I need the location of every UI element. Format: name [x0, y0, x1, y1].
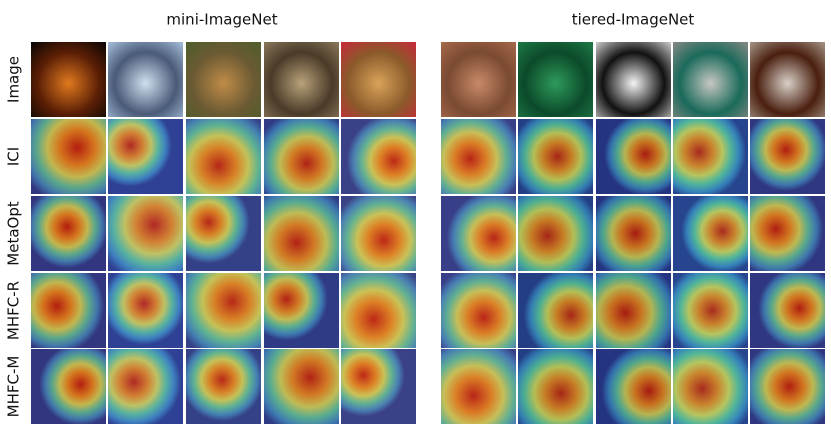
heatmap-cell [264, 349, 339, 424]
heatmap-cell [264, 119, 339, 194]
row-label: MHFC-M [5, 356, 23, 418]
heatmap-cell [518, 273, 593, 348]
heatmap-overlay [264, 349, 339, 424]
row-label: MHFC-R [5, 281, 23, 340]
heatmap-cell [186, 273, 261, 348]
heatmap-overlay [750, 119, 825, 194]
heatmap-cell [518, 349, 593, 424]
heatmap-cell [31, 196, 106, 271]
heatmap-overlay [750, 349, 825, 424]
heatmap-overlay [673, 119, 748, 194]
heatmap-overlay [441, 273, 516, 348]
heatmap-overlay [750, 196, 825, 271]
heatmap-cell [673, 196, 748, 271]
heatmap-overlay [518, 119, 593, 194]
heatmap-overlay [673, 349, 748, 424]
image-cell [31, 42, 106, 117]
heatmap-overlay [31, 196, 106, 271]
heatmap-overlay [31, 273, 106, 348]
heatmap-cell [108, 273, 183, 348]
row-label: ICI [5, 147, 23, 166]
heatmap-cell [341, 196, 416, 271]
heatmap-cell [31, 119, 106, 194]
heatmap-overlay [264, 119, 339, 194]
heatmap-cell [264, 273, 339, 348]
heatmap-cell [186, 196, 261, 271]
heatmap-overlay [596, 349, 671, 424]
heatmap-overlay [31, 119, 106, 194]
image-cell [750, 42, 825, 117]
heatmap-cell [596, 119, 671, 194]
heatmap-overlay [441, 349, 516, 424]
heatmap-cell [31, 349, 106, 424]
heatmap-cell [441, 349, 516, 424]
heatmap-overlay [441, 196, 516, 271]
image-cell [441, 42, 516, 117]
heatmap-overlay [673, 273, 748, 348]
image-cell [264, 42, 339, 117]
heatmap-overlay [186, 273, 261, 348]
heatmap-cell [108, 349, 183, 424]
heatmap-cell [596, 196, 671, 271]
heatmap-cell [341, 119, 416, 194]
heatmap-cell [108, 119, 183, 194]
heatmap-overlay [186, 196, 261, 271]
heatmap-cell [750, 273, 825, 348]
image-cell [518, 42, 593, 117]
heatmap-cell [31, 273, 106, 348]
heatmap-overlay [341, 196, 416, 271]
heatmap-overlay [264, 273, 339, 348]
row-label: MetaOpt [5, 201, 23, 266]
heatmap-overlay [108, 119, 183, 194]
heatmap-cell [341, 273, 416, 348]
heatmap-overlay [341, 349, 416, 424]
heatmap-overlay [31, 349, 106, 424]
heatmap-overlay [264, 196, 339, 271]
heatmap-cell [441, 273, 516, 348]
heatmap-overlay [108, 196, 183, 271]
heatmap-overlay [518, 196, 593, 271]
heatmap-cell [341, 349, 416, 424]
heatmap-cell [186, 119, 261, 194]
heatmap-overlay [596, 196, 671, 271]
heatmap-cell [441, 196, 516, 271]
group-title: tiered-ImageNet [572, 11, 695, 29]
heatmap-cell [750, 119, 825, 194]
image-cell [108, 42, 183, 117]
image-cell [673, 42, 748, 117]
heatmap-overlay [518, 273, 593, 348]
heatmap-cell [750, 196, 825, 271]
heatmap-cell [673, 273, 748, 348]
heatmap-cell [673, 119, 748, 194]
heatmap-overlay [441, 119, 516, 194]
heatmap-overlay [750, 273, 825, 348]
heatmap-cell [186, 349, 261, 424]
heatmap-cell [596, 273, 671, 348]
heatmap-overlay [108, 273, 183, 348]
heatmap-overlay [341, 273, 416, 348]
heatmap-overlay [341, 119, 416, 194]
group-title: mini-ImageNet [166, 11, 277, 29]
heatmap-overlay [596, 273, 671, 348]
heatmap-overlay [186, 119, 261, 194]
image-cell [341, 42, 416, 117]
heatmap-overlay [518, 349, 593, 424]
heatmap-overlay [596, 119, 671, 194]
image-cell [186, 42, 261, 117]
heatmap-cell [750, 349, 825, 424]
heatmap-overlay [108, 349, 183, 424]
heatmap-cell [596, 349, 671, 424]
heatmap-cell [441, 119, 516, 194]
heatmap-cell [673, 349, 748, 424]
heatmap-cell [518, 196, 593, 271]
heatmap-overlay [673, 196, 748, 271]
row-label: Image [5, 56, 23, 103]
heatmap-cell [264, 196, 339, 271]
heatmap-overlay [186, 349, 261, 424]
heatmap-cell [518, 119, 593, 194]
image-cell [596, 42, 671, 117]
heatmap-cell [108, 196, 183, 271]
